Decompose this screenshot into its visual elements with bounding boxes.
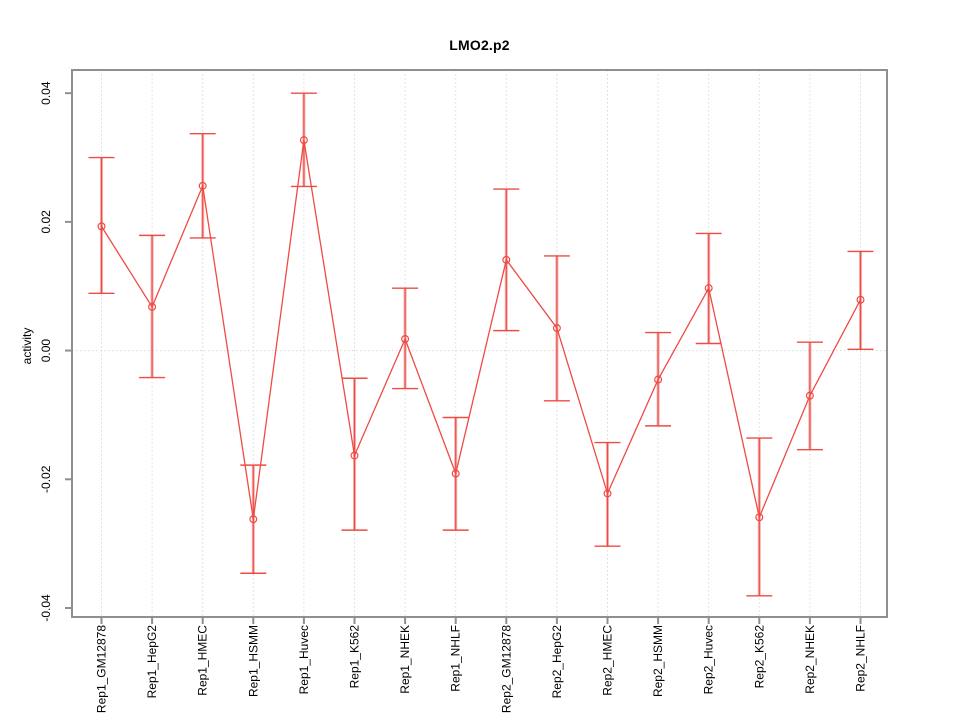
x-category-label: Rep1_HepG2 [145, 625, 159, 699]
chart-title: LMO2.p2 [449, 37, 510, 53]
x-axis: Rep1_GM12878 Rep1_HepG2 Rep1_HMEC Rep1_HSMM… [95, 618, 868, 713]
grid-lines [72, 70, 887, 617]
x-category-label: Rep2_HSMM [651, 625, 665, 697]
x-category-label: Rep1_HSMM [246, 625, 260, 697]
x-category-label: Rep2_NHLF [854, 625, 868, 692]
data-point-marker [755, 513, 764, 522]
data-point-marker [97, 222, 106, 231]
x-category-label: Rep1_GM12878 [95, 625, 109, 713]
y-tick-label: 0.00 [39, 339, 53, 363]
error-bar [88, 156, 115, 295]
data-point-marker [502, 255, 511, 264]
x-category-label: Rep2_HMEC [601, 625, 615, 696]
data-point-marker [249, 515, 258, 524]
data-point-marker [552, 324, 561, 333]
x-category-label: Rep1_NHLF [449, 625, 463, 692]
x-category-label: Rep1_NHEK [398, 625, 412, 694]
data-point-marker [299, 136, 308, 145]
x-category-label: Rep2_K562 [752, 625, 766, 689]
data-point-marker [603, 489, 612, 498]
x-category-label: Rep2_HepG2 [550, 625, 564, 699]
error-bar [290, 92, 317, 188]
data-point-marker [856, 295, 865, 304]
x-category-label: Rep1_K562 [348, 625, 362, 689]
data-point-marker [451, 469, 460, 478]
data-point-marker [805, 391, 814, 400]
plot-frame [71, 69, 888, 618]
x-category-label: Rep1_HMEC [196, 625, 210, 696]
data-point-marker [401, 334, 410, 343]
y-axis: -0.04 -0.02 0.00 0.02 0.04 [39, 81, 71, 622]
x-category-label: Rep2_Huvec [702, 625, 716, 694]
y-tick-label: 0.04 [39, 81, 53, 105]
data-point-marker [198, 181, 207, 190]
data-point-marker [350, 451, 359, 460]
x-category-label: Rep1_Huvec [297, 625, 311, 694]
x-category-label: Rep2_GM12878 [499, 625, 513, 713]
error-bars [88, 92, 874, 597]
data-point-marker [654, 375, 663, 384]
y-tick-label: -0.04 [39, 594, 53, 622]
x-category-label: Rep2_NHEK [803, 625, 817, 694]
y-tick-label: -0.02 [39, 465, 53, 493]
y-tick-label: 0.02 [39, 210, 53, 234]
data-point-marker [704, 284, 713, 293]
series-line [100, 140, 862, 520]
data-point-marker [148, 302, 157, 311]
data-points [97, 136, 865, 524]
